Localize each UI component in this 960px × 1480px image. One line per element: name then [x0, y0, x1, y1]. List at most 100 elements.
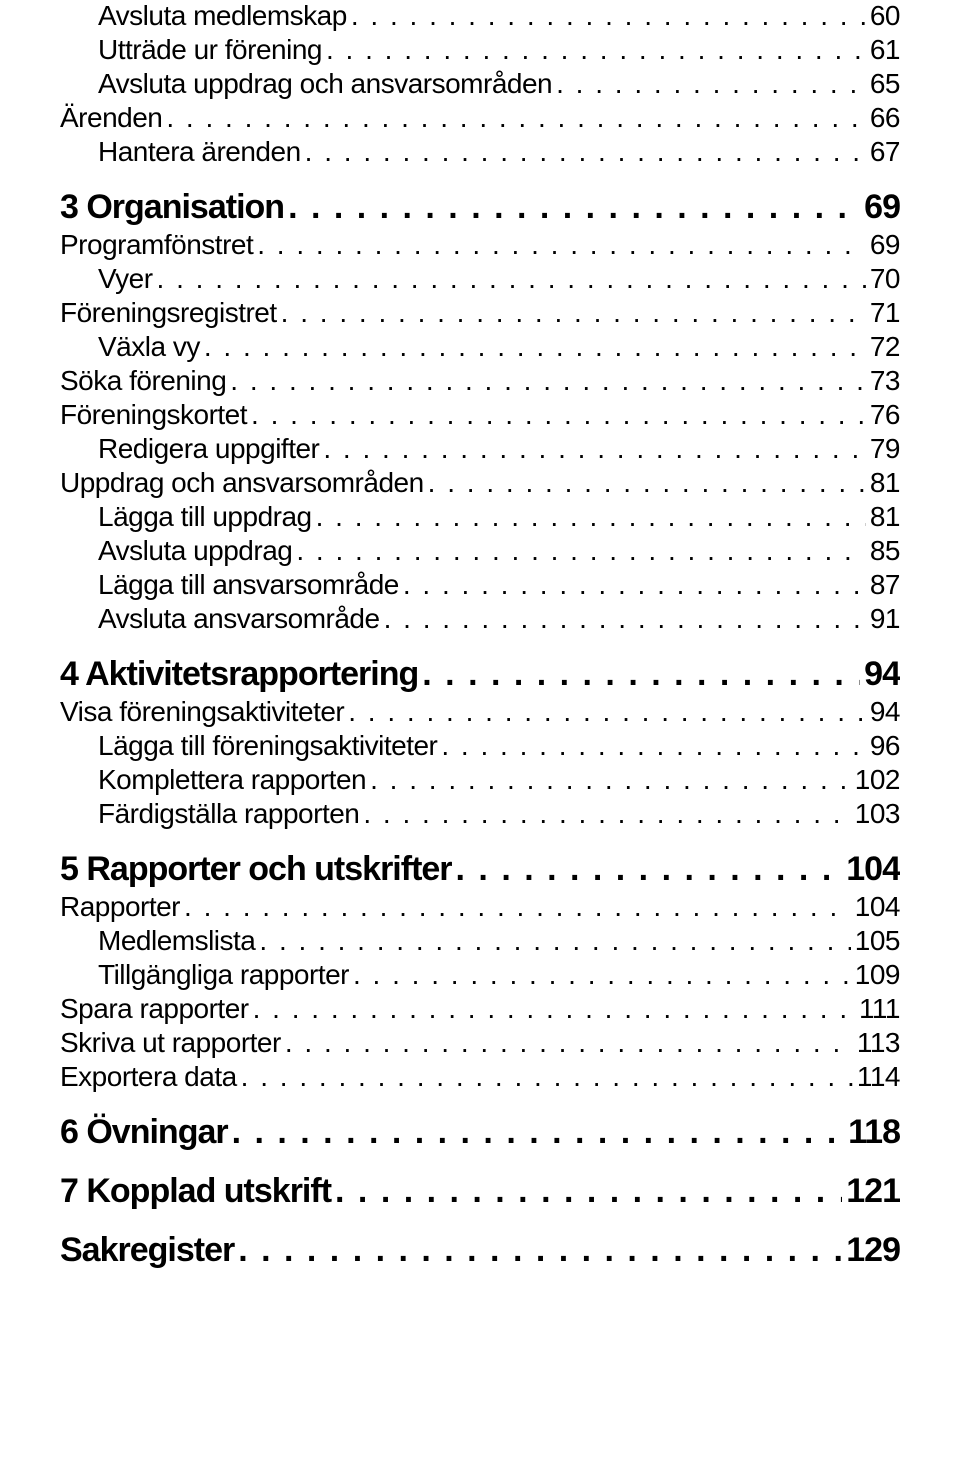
toc-entry: Sakregister129 — [60, 1231, 900, 1270]
toc-leader-dots — [403, 569, 866, 601]
toc-entry-label: Spara rapporter — [60, 993, 249, 1025]
toc-entry-label: Uppdrag och ansvarsområden — [60, 467, 424, 499]
toc-entry: Redigera uppgifter79 — [60, 433, 900, 465]
toc-entry-page: 111 — [859, 993, 900, 1025]
toc-entry-page: 65 — [870, 68, 900, 100]
toc-leader-dots — [241, 1061, 853, 1093]
toc-entry: Visa föreningsaktiviteter 94 — [60, 696, 900, 728]
toc-entry-page: 104 — [855, 891, 900, 923]
toc-entry-label: 6 Övningar — [60, 1113, 228, 1152]
toc-leader-dots — [184, 891, 851, 923]
toc-entry-label: Färdigställa rapporten — [98, 798, 359, 830]
toc-leader-dots — [230, 365, 866, 397]
toc-leader-dots — [232, 1113, 845, 1152]
toc-leader-dots — [422, 655, 860, 694]
toc-entry-page: 94 — [870, 696, 900, 728]
table-of-contents: Avsluta medlemskap60Utträde ur förening6… — [60, 0, 900, 1270]
toc-entry: Tillgängliga rapporter 109 — [60, 959, 900, 991]
toc-entry-label: Avsluta uppdrag och ansvarsområden — [98, 68, 552, 100]
toc-entry-page: 121 — [846, 1172, 900, 1211]
toc-entry-page: 114 — [857, 1061, 900, 1093]
toc-entry-label: Avsluta medlemskap — [98, 0, 347, 32]
toc-entry-label: Komplettera rapporten — [98, 764, 366, 796]
toc-leader-dots — [456, 850, 843, 889]
toc-entry-label: Tillgängliga rapporter — [98, 959, 349, 991]
toc-entry: Spara rapporter 111 — [60, 993, 900, 1025]
toc-entry: Programfönstret 69 — [60, 229, 900, 261]
toc-leader-dots — [157, 263, 866, 295]
toc-leader-dots — [285, 1027, 853, 1059]
toc-leader-dots — [556, 68, 866, 100]
toc-entry-page: 104 — [846, 850, 900, 889]
toc-entry-page: 113 — [857, 1027, 900, 1059]
toc-entry: 7 Kopplad utskrift 121 — [60, 1172, 900, 1211]
toc-entry: Avsluta medlemskap60 — [60, 0, 900, 32]
toc-entry: Uppdrag och ansvarsområden81 — [60, 467, 900, 499]
toc-entry-page: 85 — [870, 535, 900, 567]
toc-entry: Exportera data 114 — [60, 1061, 900, 1093]
toc-entry: Medlemslista 105 — [60, 925, 900, 957]
toc-entry-page: 73 — [870, 365, 900, 397]
toc-leader-dots — [428, 467, 866, 499]
toc-entry-page: 105 — [855, 925, 900, 957]
toc-leader-dots — [251, 399, 866, 431]
toc-entry-label: Medlemslista — [98, 925, 255, 957]
toc-entry: 6 Övningar 118 — [60, 1113, 900, 1152]
toc-entry: 3 Organisation 69 — [60, 188, 900, 227]
toc-entry-page: 61 — [870, 34, 900, 66]
toc-entry-page: 109 — [855, 959, 900, 991]
toc-entry: Lägga till uppdrag81 — [60, 501, 900, 533]
toc-entry-label: Lägga till ansvarsområde — [98, 569, 399, 601]
toc-entry: Avsluta uppdrag och ansvarsområden 65 — [60, 68, 900, 100]
toc-entry: Avsluta ansvarsområde91 — [60, 603, 900, 635]
toc-entry-label: Rapporter — [60, 891, 180, 923]
toc-entry-label: 7 Kopplad utskrift — [60, 1172, 331, 1211]
toc-leader-dots — [288, 188, 860, 227]
toc-entry-label: Visa föreningsaktiviteter — [60, 696, 344, 728]
toc-entry-label: Programfönstret — [60, 229, 253, 261]
toc-entry: Vyer70 — [60, 263, 900, 295]
toc-entry-label: Lägga till uppdrag — [98, 501, 312, 533]
toc-entry: Lägga till ansvarsområde87 — [60, 569, 900, 601]
toc-leader-dots — [351, 0, 866, 32]
toc-entry-label: Avsluta uppdrag — [98, 535, 292, 567]
toc-entry-label: Ärenden — [60, 102, 162, 134]
toc-leader-dots — [253, 993, 855, 1025]
toc-entry: Rapporter 104 — [60, 891, 900, 923]
toc-entry-label: Föreningskortet — [60, 399, 247, 431]
toc-entry: Komplettera rapporten102 — [60, 764, 900, 796]
toc-leader-dots — [259, 925, 850, 957]
toc-entry: Hantera ärenden67 — [60, 136, 900, 168]
toc-entry-page: 103 — [855, 798, 900, 830]
toc-entry-page: 66 — [870, 102, 900, 134]
toc-entry: 4 Aktivitetsrapportering94 — [60, 655, 900, 694]
toc-entry-page: 70 — [870, 263, 900, 295]
toc-entry-label: 3 Organisation — [60, 188, 284, 227]
toc-entry: Avsluta uppdrag 85 — [60, 535, 900, 567]
toc-entry-page: 96 — [870, 730, 900, 762]
toc-entry: Söka förening 73 — [60, 365, 900, 397]
toc-entry-page: 69 — [864, 188, 900, 227]
toc-entry-page: 69 — [870, 229, 900, 261]
toc-leader-dots — [257, 229, 866, 261]
toc-entry: Skriva ut rapporter 113 — [60, 1027, 900, 1059]
toc-entry: Föreningskortet 76 — [60, 399, 900, 431]
toc-entry-page: 118 — [848, 1113, 900, 1152]
toc-entry-page: 67 — [870, 136, 900, 168]
toc-leader-dots — [204, 331, 866, 363]
toc-entry-label: Avsluta ansvarsområde — [98, 603, 380, 635]
toc-leader-dots — [370, 764, 851, 796]
toc-leader-dots — [384, 603, 866, 635]
toc-leader-dots — [441, 730, 865, 762]
toc-entry-label: Söka förening — [60, 365, 226, 397]
toc-leader-dots — [305, 136, 866, 168]
toc-leader-dots — [238, 1231, 842, 1270]
toc-entry-label: Exportera data — [60, 1061, 237, 1093]
toc-entry-label: Växla vy — [98, 331, 200, 363]
toc-entry-label: Skriva ut rapporter — [60, 1027, 281, 1059]
toc-entry-label: 4 Aktivitetsrapportering — [60, 655, 418, 694]
toc-entry-label: 5 Rapporter och utskrifter — [60, 850, 452, 889]
toc-leader-dots — [281, 297, 866, 329]
toc-entry: Föreningsregistret71 — [60, 297, 900, 329]
toc-entry-page: 76 — [870, 399, 900, 431]
